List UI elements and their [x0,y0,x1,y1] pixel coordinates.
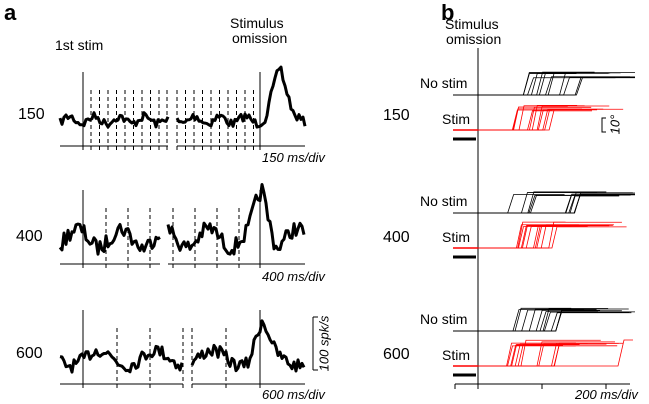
no-stim-label-600: No stim [420,311,468,327]
firing-rate-trace [190,319,306,373]
omission-label-b1: Stimulus [445,16,499,32]
eye-trace-stim [478,224,614,249]
eye-trace-stim [478,224,589,249]
omission-label-a2: omission [232,30,288,46]
rate-scale-label: 100 spk/s [316,315,332,372]
firing-rate-trace [58,222,161,256]
eye-trace-stim [478,343,588,367]
omission-label-b2: omission [446,31,502,47]
row-label-400: 400 [16,228,43,245]
eye-trace-no-stim [478,311,630,332]
eye-trace-stim [478,110,592,131]
eye-trace-stim [478,224,579,249]
timescale-150: 150 ms/div [262,150,325,165]
eye-trace-stim [478,109,553,131]
eye-trace-no-stim [478,76,631,96]
eye-trace-no-stim [478,72,576,96]
eye-trace-no-stim [478,72,635,96]
angle-scale-bar [601,117,606,133]
row-label-b-600: 600 [383,346,410,363]
timescale-b: 200 ms/div [575,387,638,402]
panel-b-label: b [441,0,455,25]
first-stim-label: 1st stim [55,37,104,53]
eye-trace-no-stim [478,76,635,96]
no-stim-label-150: No stim [420,75,468,91]
firing-rate-trace [58,111,170,129]
eye-trace-no-stim [478,195,620,214]
timescale-600: 600 ms/div [262,387,325,402]
eye-trace-no-stim [478,194,626,214]
eye-trace-stim [478,345,576,367]
panel-a-label: a [4,0,17,25]
eye-trace-stim [478,345,618,367]
angle-scale-label: 10° [607,114,623,135]
row-label-b-400: 400 [383,229,410,246]
eye-trace-stim [478,108,624,131]
eye-trace-no-stim [478,309,601,332]
eye-trace-no-stim [478,194,565,214]
eye-trace-stim [478,109,591,131]
eye-trace-no-stim [478,193,635,214]
stim-label-600: Stim [442,347,470,363]
eye-trace-stim [478,344,577,367]
eye-trace-stim [478,226,587,249]
row-label-b-150: 150 [383,107,410,124]
eye-trace-no-stim [478,76,635,96]
firing-rate-trace [175,65,307,129]
row-label-600: 600 [16,345,43,362]
eye-trace-stim [478,342,576,367]
stim-label-150: Stim [442,111,470,127]
eye-trace-stim [478,343,619,367]
no-stim-label-400: No stim [420,193,468,209]
eye-trace-no-stim [478,72,611,96]
omission-label-a1: Stimulus [230,15,284,31]
firing-rate-trace [166,183,306,256]
eye-trace-no-stim [478,194,635,214]
eye-trace-no-stim [478,311,598,332]
eye-trace-stim [478,339,633,367]
eye-trace-stim [478,344,580,367]
eye-trace-no-stim [478,194,631,214]
eye-trace-stim [478,225,587,249]
timescale-400: 400 ms/div [262,269,325,284]
eye-trace-no-stim [478,77,635,96]
eye-trace-no-stim [478,312,632,332]
firing-rate-trace [59,344,184,374]
eye-trace-stim [478,226,588,249]
stim-label-400: Stim [442,229,470,245]
eye-trace-stim [478,342,624,367]
row-label-150: 150 [18,106,45,123]
eye-trace-stim [478,343,607,367]
